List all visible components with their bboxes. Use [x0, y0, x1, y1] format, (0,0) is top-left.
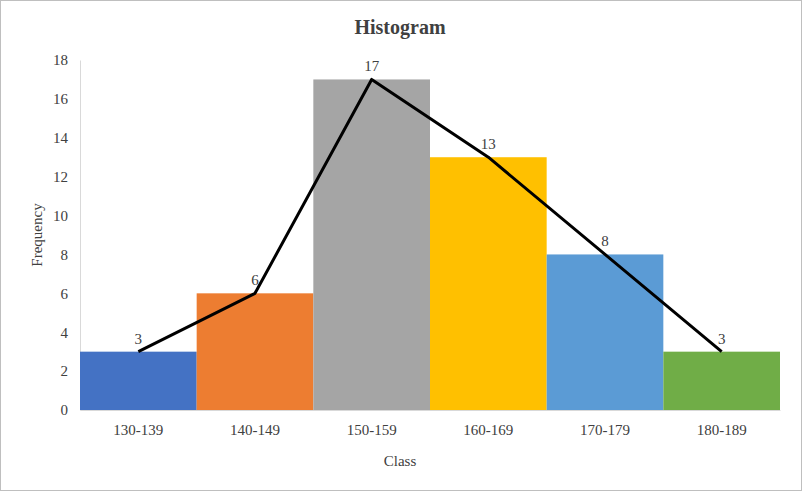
y-axis-title: Frequency: [29, 203, 45, 267]
y-tick: 6: [61, 286, 81, 302]
chart-border: [1, 1, 802, 491]
y-tick-label: 14: [53, 130, 69, 146]
data-label: 17: [364, 58, 380, 74]
y-tick: 2: [61, 363, 81, 379]
data-label: 13: [481, 136, 496, 152]
x-tick-label: 180-189: [697, 422, 747, 438]
data-label: 3: [135, 331, 143, 347]
chart-title: Histogram: [354, 16, 445, 39]
x-tick-label: 150-159: [347, 422, 397, 438]
y-tick: 8: [61, 247, 81, 263]
x-tick-label: 130-139: [113, 422, 163, 438]
y-tick: 12: [53, 169, 80, 185]
x-tick: 140-149: [230, 410, 280, 438]
x-tick-label: 170-179: [580, 422, 630, 438]
y-axis: 0 2 4 6 8 10 12 14 16 18: [53, 52, 81, 418]
plot-area: [80, 79, 780, 410]
y-tick-label: 6: [61, 286, 69, 302]
x-tick: 130-139: [113, 410, 163, 438]
x-tick: 180-189: [697, 410, 747, 438]
frequency-polygon: [138, 79, 721, 351]
y-tick: 4: [61, 325, 81, 341]
bar: [197, 293, 314, 410]
x-tick-label: 160-169: [463, 422, 513, 438]
y-tick-label: 16: [53, 91, 69, 107]
bar: [430, 157, 547, 410]
data-label: 6: [251, 272, 259, 288]
x-axis-title: Class: [384, 453, 417, 469]
data-label: 3: [718, 331, 726, 347]
y-tick: 0: [61, 402, 81, 418]
y-tick-label: 12: [53, 169, 68, 185]
bar: [663, 352, 780, 410]
y-tick-label: 10: [53, 208, 68, 224]
chart: 0 2 4 6 8 10 12 14 16 18 130-139 140-149 150-159 160-…: [0, 0, 802, 491]
bar: [313, 79, 430, 410]
x-tick: 160-169: [463, 410, 513, 438]
x-axis-line: [81, 410, 781, 411]
y-tick: 18: [53, 52, 80, 68]
y-tick: 16: [53, 91, 80, 107]
y-tick-label: 2: [61, 363, 69, 379]
y-tick-label: 0: [61, 402, 69, 418]
x-tick: 170-179: [580, 410, 630, 438]
y-tick-label: 8: [61, 247, 69, 263]
x-axis: 130-139 140-149 150-159 160-169 170-179 180-1…: [81, 410, 781, 438]
y-tick: 10: [53, 208, 80, 224]
x-tick-label: 140-149: [230, 422, 280, 438]
y-tick-label: 4: [61, 325, 69, 341]
bar: [547, 254, 664, 410]
data-label: 8: [601, 233, 609, 249]
y-tick-label: 18: [53, 52, 68, 68]
bar: [80, 352, 197, 410]
data-labels: 3 6 17 13 8 3: [135, 58, 726, 346]
x-tick: 150-159: [347, 410, 397, 438]
y-tick: 14: [53, 130, 80, 146]
